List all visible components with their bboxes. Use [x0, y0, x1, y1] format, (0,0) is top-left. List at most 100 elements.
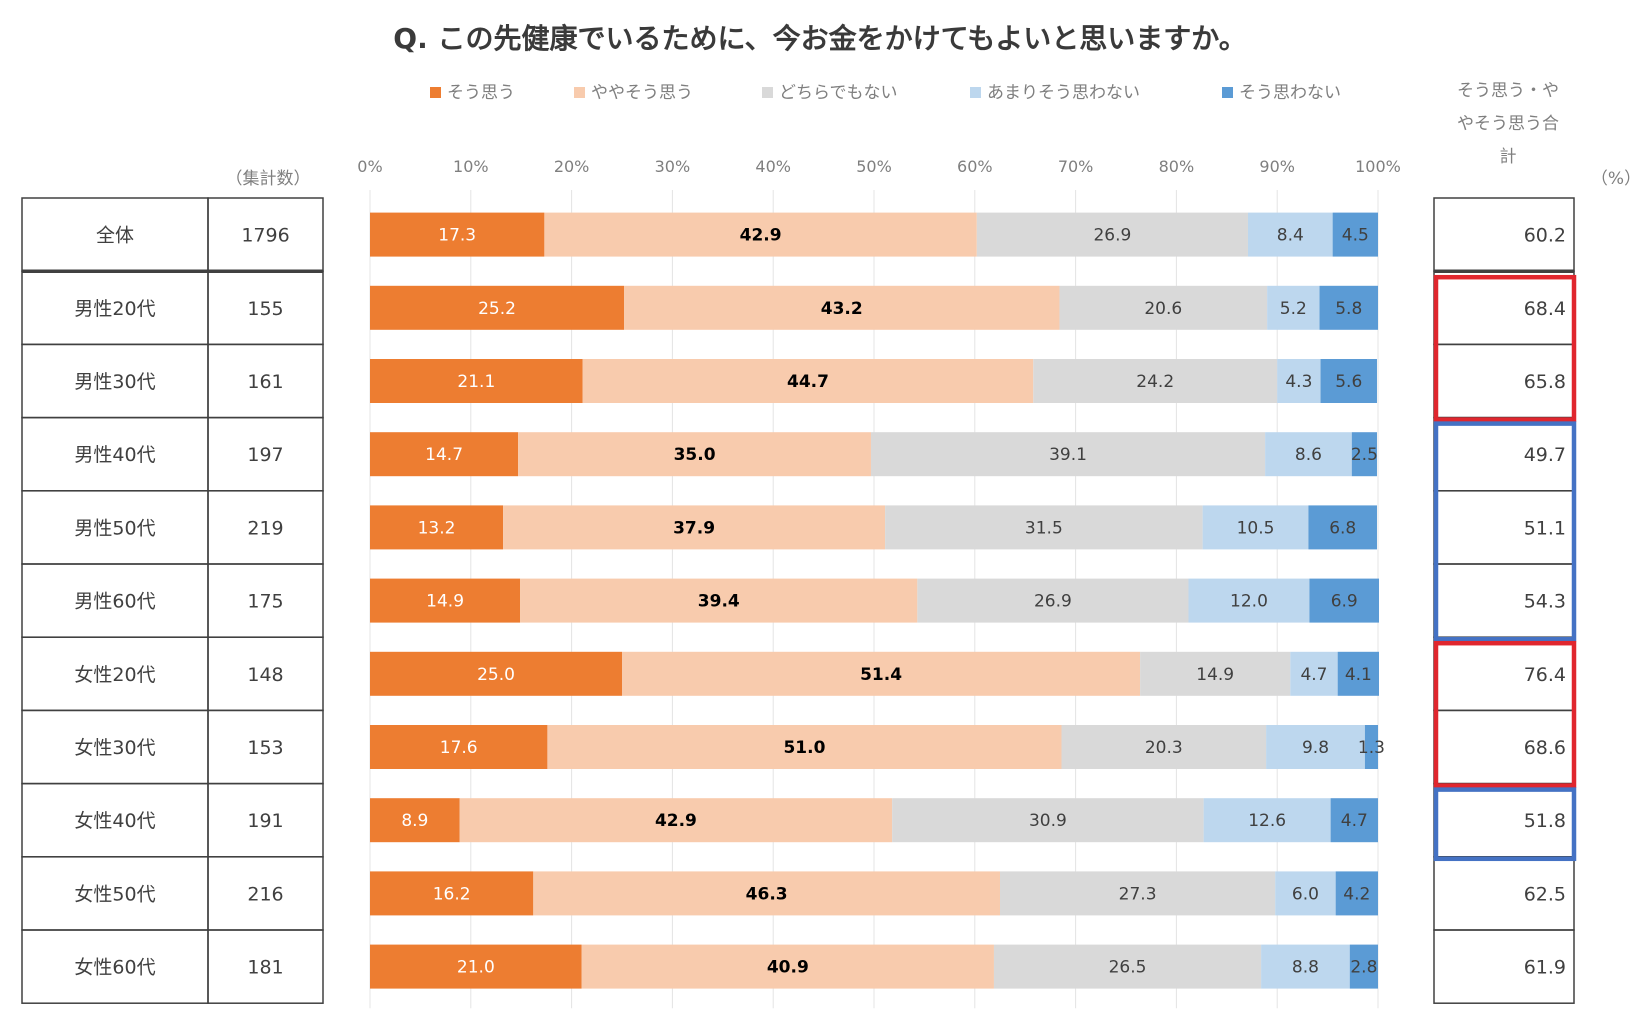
bar-segment [1266, 725, 1365, 769]
data-label: 25.2 [478, 299, 516, 319]
bar-segment [1275, 871, 1336, 916]
bar-segment [1061, 725, 1267, 769]
data-label: 39.4 [698, 592, 740, 612]
data-label: 51.0 [783, 738, 825, 758]
table-row: 全体 1796 [21, 197, 324, 272]
bar-row: 17.6 51.0 20.3 9.8 1.3 [370, 725, 1385, 769]
x-tick-label: 70% [1058, 157, 1094, 176]
data-label: 51.4 [860, 665, 902, 685]
total-header: そう思う・ややそう思う合計 [1457, 81, 1559, 167]
data-label: 12.6 [1248, 811, 1286, 831]
data-label: 16.2 [433, 884, 471, 904]
data-label: 35.0 [674, 445, 716, 465]
x-tick-label: 50% [856, 157, 892, 176]
total-row: 51.8 [1433, 782, 1575, 858]
bar-segment [917, 578, 1189, 623]
data-label: 31.5 [1025, 518, 1063, 538]
legend-swatch [970, 87, 981, 98]
bar-segment [370, 212, 545, 257]
data-label: 8.8 [1292, 958, 1319, 978]
bar-segment [370, 359, 583, 403]
total-value: 60.2 [1524, 225, 1566, 247]
bar-segment [892, 798, 1204, 843]
data-label: 2.5 [1351, 445, 1378, 465]
total-value: 49.7 [1524, 444, 1566, 466]
data-label: 5.6 [1335, 372, 1362, 392]
legend-label: そう思わない [1239, 83, 1341, 103]
bar-row: 14.9 39.4 26.9 12.0 6.9 [370, 578, 1380, 623]
legend-item: ややそう思う [574, 83, 693, 103]
data-label: 9.8 [1302, 738, 1329, 758]
total-row: 76.4 [1433, 636, 1575, 712]
unit-label: （%） [1591, 169, 1641, 189]
bar-segment [581, 944, 994, 989]
count-label: 161 [247, 371, 283, 393]
bar-segment [1364, 725, 1378, 769]
total-value: 68.6 [1524, 737, 1566, 759]
table-row: 男性30代 161 [21, 343, 324, 419]
total-row: 68.6 [1433, 709, 1575, 785]
count-label: 1796 [241, 225, 289, 247]
bar-segment [1349, 944, 1378, 989]
legend-swatch [762, 87, 773, 98]
bar-segment [1351, 432, 1377, 477]
x-axis-ticks: 0% 10% 20% 30% 40% 50% 60% 70% 80% 90% 100% [357, 157, 1401, 176]
data-label: 40.9 [767, 958, 809, 978]
bar-row: 13.2 37.9 31.5 10.5 6.8 [370, 505, 1377, 550]
data-label: 6.9 [1331, 592, 1358, 612]
bar-segment [624, 285, 1060, 330]
category-label: 男性60代 [74, 591, 155, 613]
bar-segment [1330, 798, 1378, 843]
data-label: 6.0 [1292, 884, 1319, 904]
data-label: 42.9 [740, 226, 782, 246]
data-label: 14.9 [426, 592, 464, 612]
total-row: 51.1 [1433, 490, 1575, 565]
count-label: 197 [247, 444, 283, 466]
data-label: 26.9 [1093, 226, 1131, 246]
bar-segment [1203, 798, 1331, 843]
legend-label: ややそう思う [591, 83, 693, 103]
bar-segment [622, 651, 1141, 696]
x-tick-label: 20% [554, 157, 590, 176]
data-label: 4.7 [1341, 811, 1368, 831]
bar-row: 14.7 35.0 39.1 8.6 2.5 [370, 432, 1378, 477]
data-label: 4.7 [1300, 665, 1327, 685]
data-label: 21.1 [457, 372, 495, 392]
table-row: 女性60代 181 [21, 929, 324, 1004]
legend-item: あまりそう思わない [970, 83, 1140, 103]
count-cell [207, 929, 324, 1004]
data-label: 21.0 [457, 958, 495, 978]
bar-row: 21.1 44.7 24.2 4.3 5.6 [370, 359, 1377, 403]
bar-segment [1033, 359, 1278, 403]
count-header: （集計数） [226, 169, 311, 189]
bar-segment [370, 944, 582, 989]
x-tick-label: 100% [1355, 157, 1401, 176]
total-row: 61.9 [1433, 929, 1575, 1004]
bar-segment [1188, 578, 1310, 623]
bar-segment [582, 359, 1034, 403]
bar-row: 25.0 51.4 14.9 4.7 4.1 [370, 651, 1380, 696]
legend-item: そう思う [430, 83, 515, 103]
count-label: 219 [247, 517, 283, 539]
bar-segment [503, 505, 886, 550]
bar-segment [370, 578, 521, 623]
data-label: 10.5 [1237, 518, 1275, 538]
legend-label: そう思う [447, 83, 515, 103]
data-label: 4.5 [1342, 226, 1369, 246]
legend-swatch [574, 87, 585, 98]
data-label: 26.5 [1109, 958, 1147, 978]
bar-segment [1320, 359, 1377, 403]
x-tick-label: 30% [655, 157, 691, 176]
bar-segment [993, 944, 1262, 989]
x-tick-label: 80% [1159, 157, 1195, 176]
data-label: 2.8 [1350, 958, 1377, 978]
data-label: 44.7 [787, 372, 829, 392]
legend-item: そう思わない [1222, 83, 1341, 103]
table-row: 女性30代 153 [21, 709, 324, 785]
bar-row: 21.0 40.9 26.5 8.8 2.8 [370, 944, 1378, 989]
bar-segment [1335, 871, 1378, 916]
data-label: 5.2 [1280, 299, 1307, 319]
data-label: 20.6 [1144, 299, 1182, 319]
total-value: 54.3 [1524, 591, 1566, 613]
category-label: 男性40代 [74, 444, 155, 466]
